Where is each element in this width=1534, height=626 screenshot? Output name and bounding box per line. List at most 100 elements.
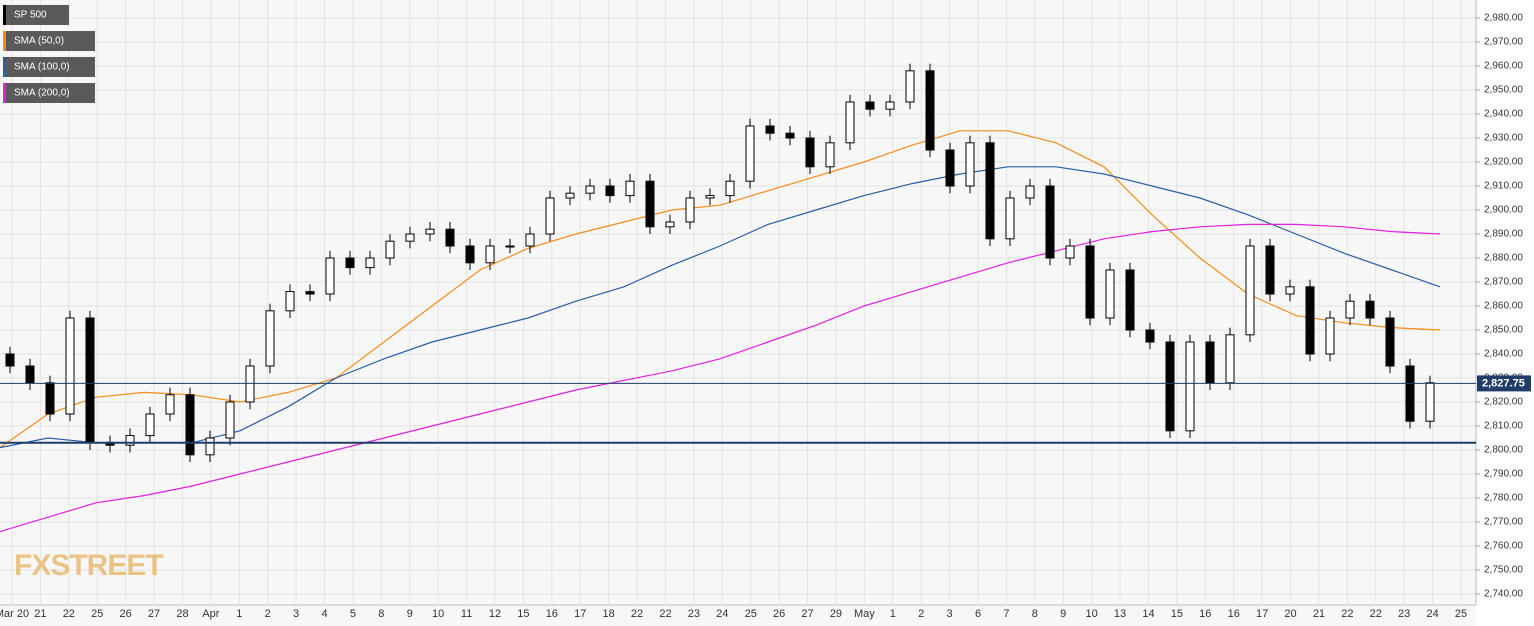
candle-body (745, 125, 755, 182)
candle-body (1145, 329, 1155, 343)
grid (0, 0, 1476, 606)
sma-line (0, 130, 1441, 449)
legend-box (3, 31, 95, 51)
candle-body (285, 291, 295, 312)
candle-body (825, 142, 835, 168)
candle-body (1425, 382, 1435, 422)
candle-body (1045, 185, 1055, 259)
candle-body (265, 310, 275, 367)
x-tick-label: 6 (975, 608, 981, 620)
candle-body (885, 101, 895, 110)
x-tick-label: 27 (801, 608, 813, 620)
y-tick-label: 2,900.00 (1484, 205, 1523, 216)
legend-label: SMA (100,0) (14, 62, 70, 73)
y-tick-label: 2,770.00 (1484, 517, 1523, 528)
candle-body (585, 185, 595, 194)
candle-body (1305, 286, 1315, 355)
watermark: FXSTREET (14, 549, 163, 582)
y-tick-label: 2,960.00 (1484, 61, 1523, 72)
candle-body (725, 180, 735, 197)
candle-body (345, 257, 355, 269)
x-tick-label: 26 (773, 608, 785, 620)
x-tick-label: 18 (603, 608, 615, 620)
candle-body (245, 365, 255, 403)
y-tick-label: 2,760.00 (1484, 541, 1523, 552)
x-tick-label: 15 (517, 608, 529, 620)
y-tick-label: 2,800.00 (1484, 445, 1523, 456)
y-tick-label: 2,980.00 (1484, 13, 1523, 24)
axes: 2,740.00 2,750.00 2,760.00 2,770.00 2,780.00… (0, 13, 1531, 620)
candle-body (1265, 245, 1275, 295)
legend-swatch (3, 57, 6, 77)
candle-body (1105, 269, 1115, 319)
marks (0, 63, 1476, 533)
candle-body (65, 317, 75, 415)
legend-box (3, 57, 95, 77)
x-tick-label: Apr (202, 608, 219, 620)
candle-body (305, 291, 315, 295)
candle-body (1165, 341, 1175, 432)
y-tick-label: 2,920.00 (1484, 157, 1523, 168)
y-tick-label: 2,940.00 (1484, 109, 1523, 120)
candle-body (385, 240, 395, 259)
x-tick-label: 22 (1341, 608, 1353, 620)
candle-body (925, 70, 935, 151)
candle-body (765, 125, 775, 134)
candle-body (665, 221, 675, 228)
candle-body (805, 137, 815, 168)
x-tick-label: 11 (461, 608, 472, 620)
candle-body (225, 401, 235, 439)
candle-body (565, 192, 575, 199)
x-tick-label: 25 (745, 608, 757, 620)
x-tick-label: 5 (350, 608, 356, 620)
axis-panel (1476, 0, 1534, 626)
legend-label: SMA (50,0) (14, 36, 64, 47)
x-tick-label: 3 (293, 608, 299, 620)
x-tick-label: 9 (407, 608, 413, 620)
legend-label: SMA (200,0) (14, 88, 70, 99)
x-tick-label: 16 (1228, 608, 1240, 620)
candle-body (445, 228, 455, 247)
candle-body (1025, 185, 1035, 199)
candle-body (465, 245, 475, 264)
candle-body (45, 382, 55, 415)
x-tick-label: 9 (1060, 608, 1066, 620)
y-tick-label: 2,850.00 (1484, 325, 1523, 336)
x-tick-label: 29 (830, 608, 842, 620)
candle-body (485, 245, 495, 264)
candle-body (705, 195, 715, 199)
candle-body (205, 437, 215, 456)
legend-box (3, 83, 95, 103)
candle-body (645, 180, 655, 228)
x-tick-label: 13 (1114, 608, 1126, 620)
candle-body (785, 132, 795, 139)
x-tick-label: 10 (432, 608, 444, 620)
x-tick-label: 14 (1142, 608, 1154, 620)
y-tick-label: 2,810.00 (1484, 421, 1523, 432)
x-tick-label: 12 (489, 608, 501, 620)
x-tick-label: 8 (1032, 608, 1038, 620)
y-tick-label: 2,950.00 (1484, 85, 1523, 96)
x-tick-label: 27 (148, 608, 160, 620)
candle-body (1385, 317, 1395, 367)
x-tick-label: 25 (1455, 608, 1467, 620)
candle-body (525, 233, 535, 247)
x-tick-label: 24 (1426, 608, 1438, 620)
candle-body (185, 394, 195, 456)
candle-body (1065, 245, 1075, 259)
candle-body (1365, 300, 1375, 319)
x-tick-label: 2 (265, 608, 271, 620)
x-tick-label: Mar 20 (0, 608, 29, 620)
x-tick-label: 1 (236, 608, 242, 620)
candle-body (1345, 300, 1355, 319)
candle-body (145, 413, 155, 437)
candle-body (945, 149, 955, 187)
legend-swatch (3, 83, 6, 103)
x-tick-label: 26 (120, 608, 132, 620)
x-tick-label: 7 (1003, 608, 1009, 620)
x-tick-label: May (854, 608, 875, 620)
x-tick-label: 16 (546, 608, 558, 620)
x-tick-label: 21 (1313, 608, 1325, 620)
candle-body (965, 142, 975, 187)
